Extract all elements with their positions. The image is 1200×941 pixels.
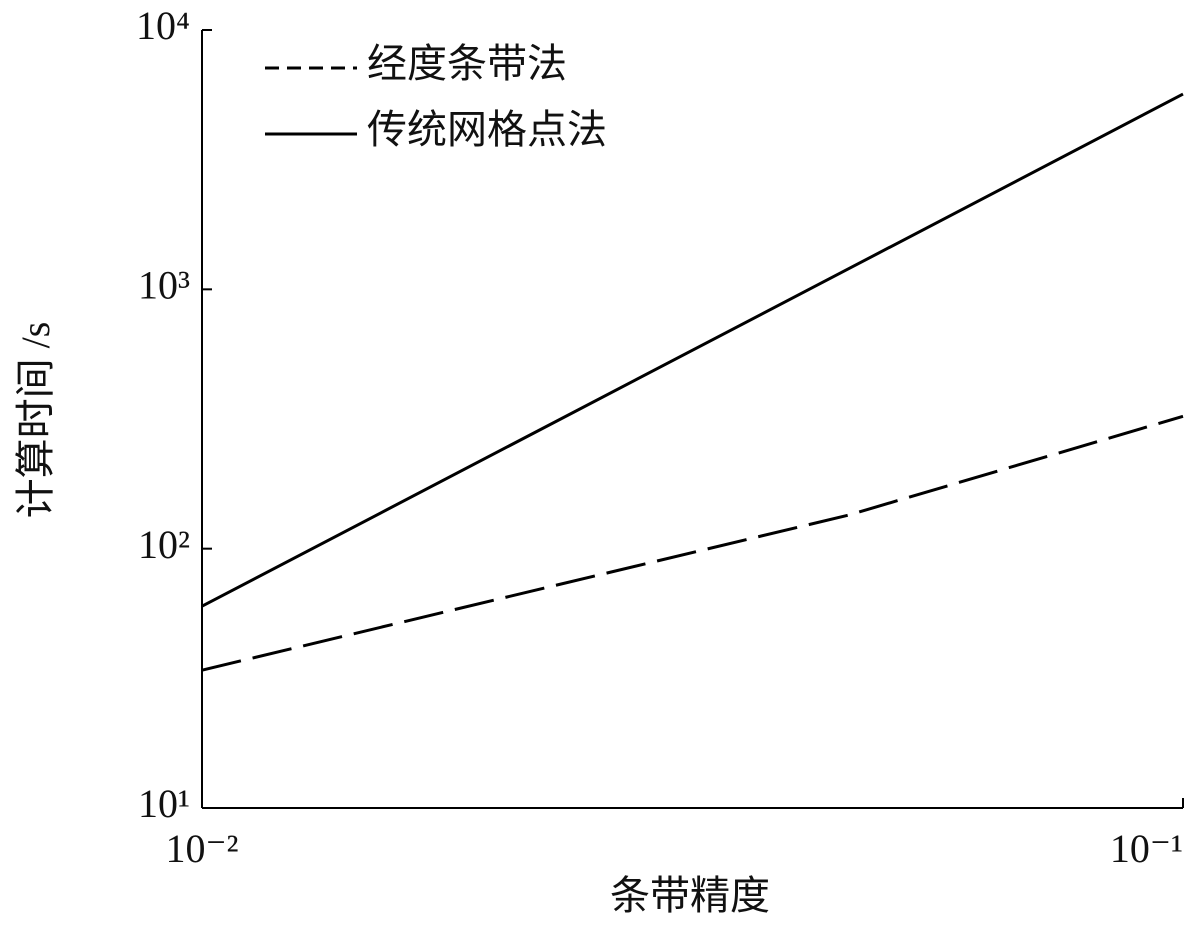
series-line bbox=[201, 414, 1184, 672]
y-tick-label: 10³ bbox=[138, 263, 190, 308]
x-axis-label: 条带精度 bbox=[610, 873, 770, 918]
series-line bbox=[201, 92, 1184, 608]
y-axis-label: 计算时间 /s bbox=[13, 322, 58, 519]
x-tick-label: 10⁻² bbox=[165, 826, 238, 871]
legend-label: 传统网格点法 bbox=[367, 107, 607, 152]
legend-label: 经度条带法 bbox=[367, 41, 567, 86]
y-tick-label: 10⁴ bbox=[136, 3, 190, 48]
y-tick-label: 10¹ bbox=[138, 781, 190, 826]
x-tick-label: 10⁻¹ bbox=[1110, 826, 1183, 871]
y-tick-label: 10² bbox=[138, 522, 190, 567]
